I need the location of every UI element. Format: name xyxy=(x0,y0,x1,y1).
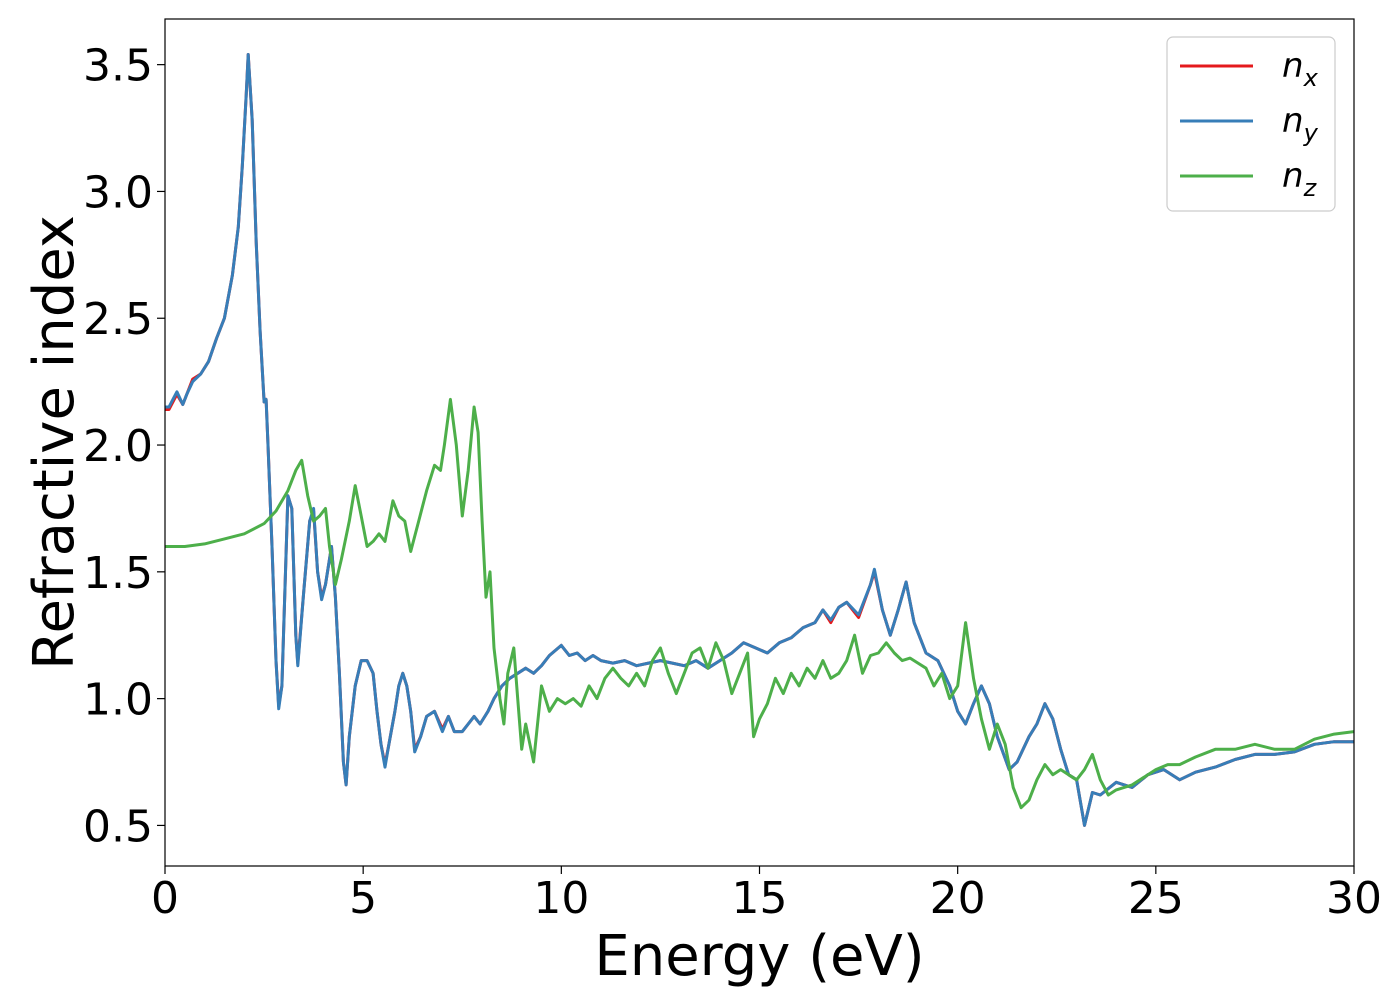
legend-label-base: n xyxy=(1282,101,1304,141)
legend-label-x: nx xyxy=(1282,46,1319,92)
series-line-y xyxy=(165,53,1354,827)
series-layer xyxy=(165,53,1354,827)
ticks-layer: 0 5 10 15 20 25 30 0.5 1.0 1.5 2.0 2.5 3.0 3.5 xyxy=(83,41,1382,924)
x-tick-label: 0 xyxy=(151,873,179,924)
y-tick-label: 0.5 xyxy=(83,801,153,852)
legend-label-base: n xyxy=(1282,156,1304,196)
x-tick-label: 30 xyxy=(1326,873,1382,924)
legend-label-y: ny xyxy=(1282,101,1319,147)
series-line-z xyxy=(165,397,1354,810)
y-tick-label: 3.5 xyxy=(83,41,153,92)
x-axis-title: Energy (eV) xyxy=(594,924,924,989)
legend-label-subscript: z xyxy=(1303,174,1318,202)
y-tick-label: 1.0 xyxy=(83,675,153,726)
legend-frame xyxy=(1166,36,1336,212)
y-tick-label: 2.5 xyxy=(83,294,153,345)
legend-label-z: nz xyxy=(1282,156,1318,202)
x-tick-label: 15 xyxy=(732,873,788,924)
y-tick-label: 3.0 xyxy=(83,167,153,218)
legend-label-subscript: y xyxy=(1303,119,1319,147)
y-axis-title: Refractive index xyxy=(22,215,87,670)
x-tick-label: 20 xyxy=(930,873,986,924)
legend-label-subscript: x xyxy=(1303,64,1319,92)
y-tick-label: 1.5 xyxy=(83,548,153,599)
legend-label-base: n xyxy=(1282,46,1304,86)
x-tick-label: 25 xyxy=(1128,873,1184,924)
x-tick-label: 5 xyxy=(349,873,377,924)
y-tick-label: 2.0 xyxy=(83,421,153,472)
x-tick-label: 10 xyxy=(533,873,589,924)
